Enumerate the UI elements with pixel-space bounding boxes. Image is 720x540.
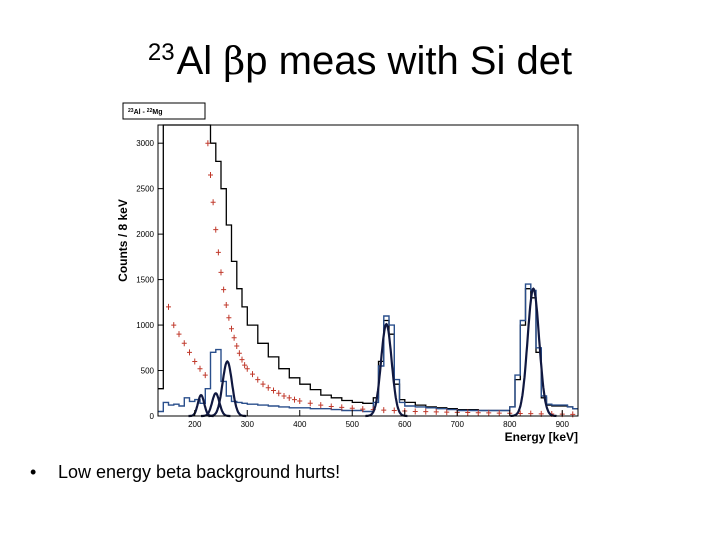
red-data-point — [465, 409, 471, 416]
red-data-point — [236, 350, 242, 357]
y-tick-label: 2500 — [136, 185, 154, 194]
title-rest: p meas with Si det — [245, 39, 573, 83]
slide-title: 23Al βp meas with Si det — [0, 28, 720, 86]
red-data-point — [496, 410, 502, 417]
red-data-point — [265, 384, 271, 391]
red-data-point — [229, 325, 234, 332]
x-tick-label: 700 — [451, 420, 465, 429]
red-data-point — [221, 286, 227, 293]
red-data-point — [208, 172, 213, 179]
y-tick-label: 0 — [150, 412, 155, 421]
red-data-point — [381, 407, 387, 414]
red-data-point — [231, 334, 237, 341]
red-data-point — [486, 409, 492, 416]
y-tick-label: 500 — [141, 367, 155, 376]
legend-label: Al - — [134, 109, 147, 116]
x-tick-label: 200 — [188, 420, 202, 429]
red-data-point — [181, 340, 187, 347]
axis-layer: 200 300 400 500 600 700 800 900 0 500 1000 1500 2000… — [116, 102, 579, 444]
x-tick-label: 900 — [556, 420, 570, 429]
red-data-point — [517, 410, 523, 417]
red-data-point — [239, 356, 245, 363]
red-data-point — [210, 199, 216, 206]
gaussian-fit-line — [208, 359, 247, 418]
red-data-point — [281, 392, 287, 399]
legend-label: Mg — [152, 109, 162, 116]
red-data-point — [328, 403, 334, 410]
red-data-point — [176, 331, 182, 338]
red-data-point — [444, 409, 450, 416]
red-data-point — [202, 372, 208, 379]
gaussian-fit-line — [365, 322, 408, 418]
bullet-marker: • — [30, 462, 37, 482]
title-beta-symbol: β — [223, 39, 246, 83]
red-data-point — [360, 406, 366, 413]
red-data-point — [223, 302, 229, 309]
y-tick-label: 3000 — [136, 139, 154, 148]
red-data-point — [242, 362, 248, 369]
bullet-item: • Low energy beta background hurts! — [30, 462, 340, 483]
red-data-point — [307, 400, 313, 407]
gaussian-fit-line — [510, 287, 557, 418]
y-tick-label: 1000 — [136, 321, 154, 330]
red-data-point — [276, 390, 282, 397]
red-data-point — [339, 404, 345, 411]
red-data-point — [197, 365, 203, 372]
title-element: Al — [176, 39, 213, 83]
x-tick-label: 600 — [398, 420, 412, 429]
red-data-point — [187, 349, 192, 356]
red-data-point — [205, 140, 211, 147]
red-data-point — [297, 397, 303, 404]
red-data-point — [218, 269, 224, 276]
bullet-text: Low energy beta background hurts! — [58, 462, 341, 482]
red-data-point — [391, 407, 397, 414]
x-axis-label: Energy [keV] — [505, 430, 578, 444]
legend-superscript: 22 — [147, 108, 153, 114]
x-tick-label: 800 — [503, 420, 517, 429]
red-data-point — [192, 358, 198, 365]
red-data-point — [166, 303, 171, 310]
red-data-point — [286, 394, 292, 401]
red-data-point — [423, 408, 429, 415]
legend-text: 23Al - 22Mg — [128, 108, 162, 116]
y-tick-label: 1500 — [136, 276, 154, 285]
red-data-point — [213, 226, 219, 233]
red-data-point — [292, 396, 297, 403]
y-axis-label: Counts / 8 keV — [116, 199, 130, 282]
red-data-point — [244, 365, 250, 372]
red-data-point — [433, 408, 439, 415]
x-tick-label: 500 — [346, 420, 360, 429]
y-tick-label: 2000 — [136, 230, 154, 239]
x-tick-label: 300 — [241, 420, 255, 429]
red-data-point — [475, 409, 481, 416]
legend-superscript: 23 — [128, 108, 134, 114]
energy-spectrum-chart: 200 300 400 500 600 700 800 900 0 500 1000 1500 2000… — [108, 95, 630, 448]
legend-box — [122, 102, 206, 120]
red-data-point — [171, 322, 177, 329]
plot-frame — [157, 124, 579, 417]
red-data-point — [412, 408, 418, 415]
red-data-point — [234, 342, 240, 349]
red-data-point — [260, 381, 266, 388]
red-data-point — [250, 371, 255, 378]
red-data-point — [255, 376, 261, 383]
red-data-point — [318, 402, 324, 409]
red-data-point — [215, 249, 221, 256]
red-data-point — [271, 387, 276, 394]
title-superscript: 23 — [147, 39, 175, 66]
gaussian-fit-line — [201, 392, 231, 418]
red-data-point — [226, 314, 232, 321]
chart-background — [108, 95, 630, 448]
x-tick-label: 400 — [293, 420, 307, 429]
